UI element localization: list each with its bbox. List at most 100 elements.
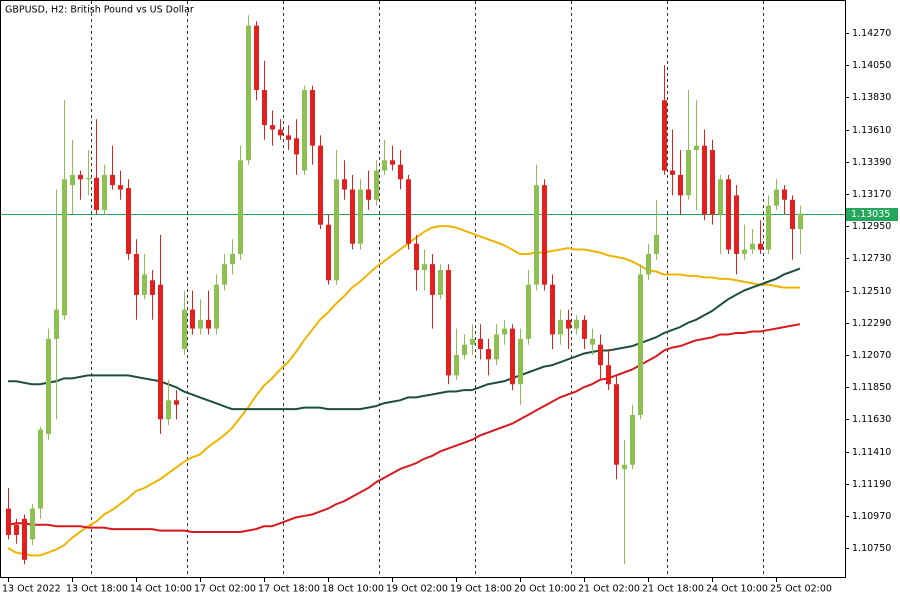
moving-average-line bbox=[7, 225, 800, 557]
candle-body bbox=[478, 338, 483, 350]
candle-body bbox=[86, 177, 91, 180]
candle-body bbox=[686, 150, 691, 196]
x-tick-label: 18 Oct 10:00 bbox=[322, 584, 384, 595]
candle-body bbox=[246, 25, 251, 161]
x-tick-label: 24 Oct 10:00 bbox=[706, 584, 768, 595]
candle-body bbox=[790, 199, 795, 230]
candle-body bbox=[142, 274, 147, 295]
x-tick-label: 13 Oct 18:00 bbox=[66, 584, 128, 595]
candle-body bbox=[774, 189, 779, 206]
candle-body bbox=[718, 179, 723, 215]
y-tick-label: 1.12730 bbox=[852, 253, 891, 264]
candle-body bbox=[582, 319, 587, 339]
candle-body bbox=[150, 280, 155, 295]
candle-body bbox=[174, 400, 179, 405]
x-tick-label: 14 Oct 10:00 bbox=[130, 584, 192, 595]
y-tick-label: 1.14270 bbox=[852, 28, 891, 39]
candle-body bbox=[782, 189, 787, 200]
y-tick-label: 1.10750 bbox=[852, 543, 891, 554]
candle-body bbox=[334, 179, 339, 281]
candle-body bbox=[350, 189, 355, 244]
candle-body bbox=[406, 179, 411, 244]
candle-body bbox=[286, 135, 291, 140]
candle-body bbox=[526, 284, 531, 339]
x-tick-label: 21 Oct 18:00 bbox=[642, 584, 704, 595]
candle-body bbox=[166, 400, 171, 420]
candle-body bbox=[22, 518, 27, 560]
candle-body bbox=[30, 508, 35, 540]
candle-body bbox=[510, 328, 515, 385]
candle-body bbox=[270, 125, 275, 130]
x-tick-label: 19 Oct 02:00 bbox=[386, 584, 448, 595]
candle-body bbox=[742, 249, 747, 254]
moving-average-line bbox=[7, 323, 801, 534]
candle-body bbox=[254, 25, 259, 91]
candle-body bbox=[446, 270, 451, 376]
y-tick-label: 1.10970 bbox=[852, 511, 891, 522]
candle-body bbox=[326, 224, 331, 281]
candle-body bbox=[798, 213, 803, 230]
y-tick-label: 1.11190 bbox=[852, 479, 891, 490]
y-tick-label: 1.13610 bbox=[852, 125, 891, 136]
candle-body bbox=[662, 100, 667, 171]
candle-body bbox=[726, 179, 731, 250]
candle-body bbox=[486, 349, 491, 360]
candle-body bbox=[670, 170, 675, 175]
candle-body bbox=[566, 319, 571, 329]
x-tick-label: 21 Oct 02:00 bbox=[578, 584, 640, 595]
x-tick-label: 19 Oct 18:00 bbox=[450, 584, 512, 595]
y-tick-label: 1.13390 bbox=[852, 157, 891, 168]
candle-body bbox=[390, 160, 395, 165]
y-tick-label: 1.11850 bbox=[852, 382, 891, 393]
candle-body bbox=[606, 365, 611, 385]
candle-body bbox=[702, 145, 707, 215]
candle-body bbox=[550, 284, 555, 335]
candle-body bbox=[678, 174, 683, 196]
candle-body bbox=[462, 344, 467, 355]
candle-body bbox=[78, 174, 83, 180]
candle-body bbox=[590, 338, 595, 345]
candle-body bbox=[46, 338, 51, 434]
candle-body bbox=[278, 129, 283, 136]
candle-body bbox=[430, 264, 435, 295]
candle-body bbox=[62, 179, 67, 316]
candle-body bbox=[302, 90, 307, 171]
y-tick-label: 1.13830 bbox=[852, 92, 891, 103]
candle-body bbox=[470, 338, 475, 345]
candle-body bbox=[630, 414, 635, 465]
candle-body bbox=[694, 145, 699, 151]
candle-body bbox=[398, 164, 403, 180]
x-tick-label: 13 Oct 2022 bbox=[2, 584, 61, 595]
candle-body bbox=[238, 160, 243, 254]
candle-body bbox=[534, 185, 539, 285]
candle-body bbox=[654, 234, 659, 254]
candle-body bbox=[310, 90, 315, 146]
candle-body bbox=[38, 429, 43, 509]
candle-body bbox=[134, 253, 139, 295]
y-tick-label: 1.11410 bbox=[852, 447, 891, 458]
candle-body bbox=[758, 243, 763, 250]
x-tick-label: 17 Oct 18:00 bbox=[258, 584, 320, 595]
candle-body bbox=[518, 338, 523, 385]
candle-body bbox=[182, 309, 187, 350]
candle-body bbox=[734, 195, 739, 254]
candle-body bbox=[622, 464, 627, 470]
candle-body bbox=[214, 284, 219, 329]
candle-body bbox=[638, 274, 643, 415]
y-tick-label: 1.12510 bbox=[852, 286, 891, 297]
candle-body bbox=[414, 243, 419, 271]
candle-body bbox=[190, 309, 195, 329]
candle-body bbox=[126, 188, 131, 254]
candle-body bbox=[54, 309, 59, 339]
candle-body bbox=[94, 177, 99, 211]
candle-body bbox=[206, 319, 211, 329]
candle-body bbox=[342, 179, 347, 190]
current-price-label: 1.13035 bbox=[851, 209, 890, 220]
chart-title: GBPUSD, H2: British Pound vs US Dollar bbox=[5, 5, 194, 16]
candle-body bbox=[614, 384, 619, 465]
candle-body bbox=[710, 150, 715, 215]
candle-body bbox=[294, 138, 299, 155]
candle-body bbox=[366, 189, 371, 200]
